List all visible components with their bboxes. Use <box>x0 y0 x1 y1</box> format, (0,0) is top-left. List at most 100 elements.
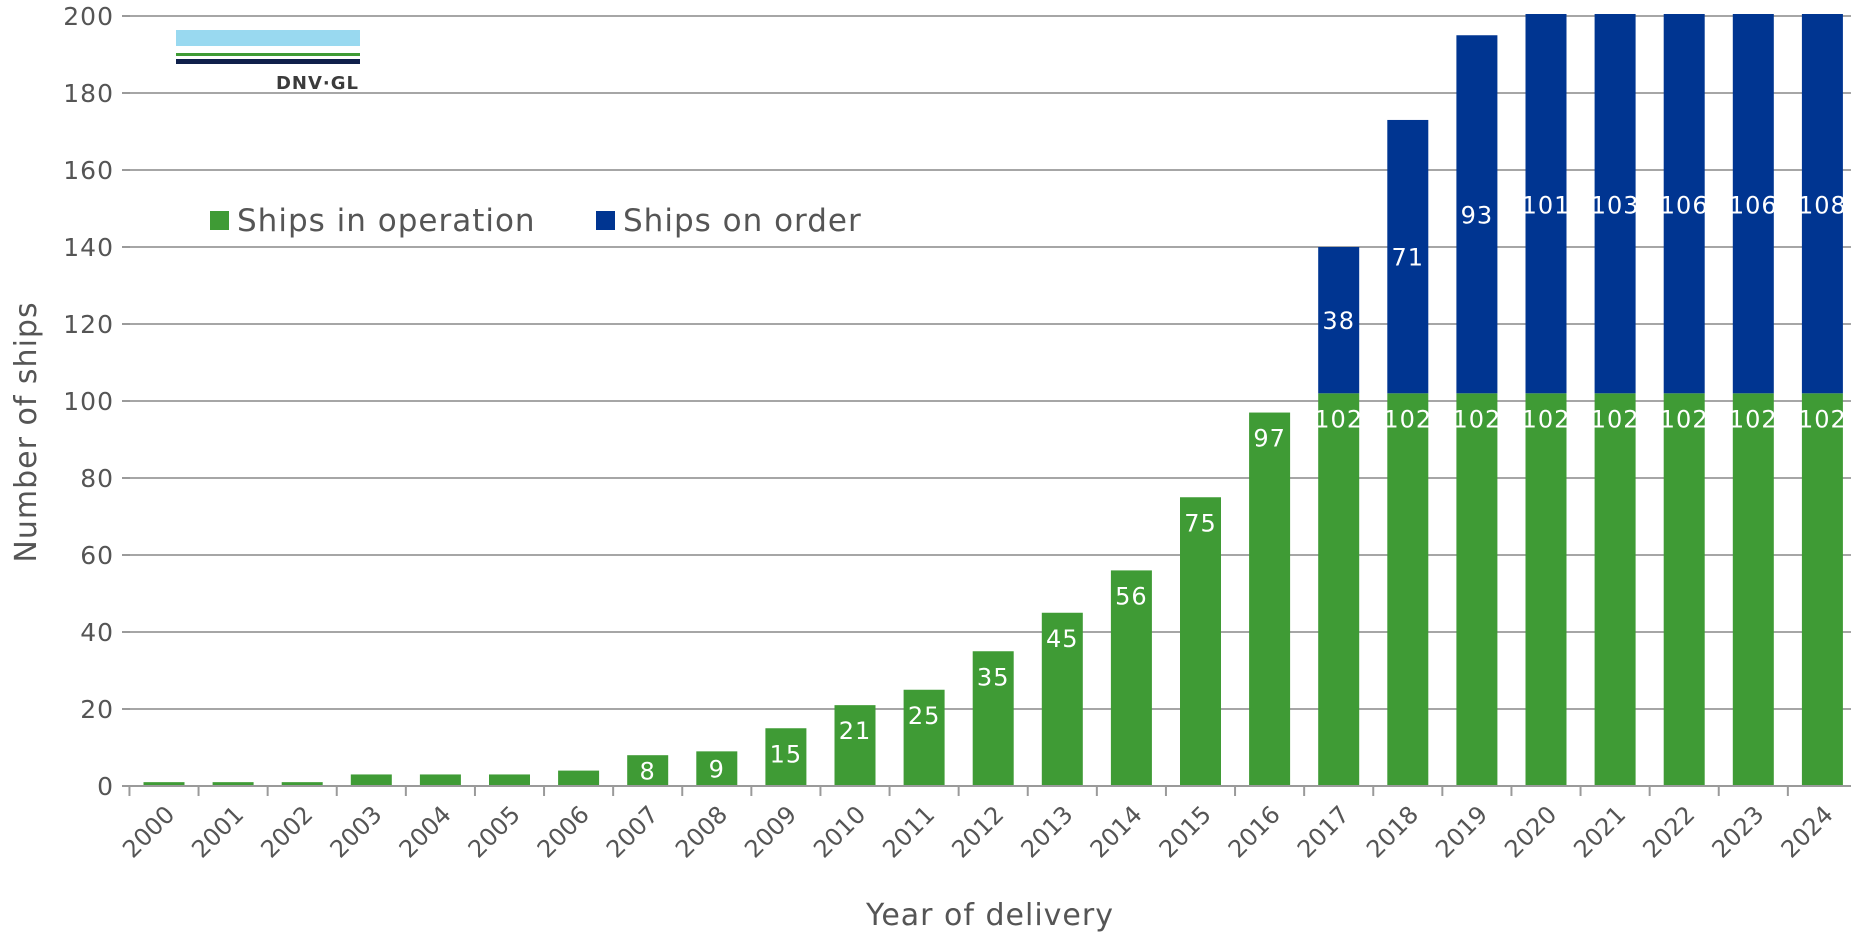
x-tick-label: 2011 <box>877 800 940 863</box>
x-tick-label: 2000 <box>117 800 180 863</box>
logo-stripe-light <box>176 30 360 46</box>
x-tick-label: 2007 <box>601 800 664 863</box>
legend-swatch-operation <box>210 211 229 230</box>
bar-label: 102 <box>1522 405 1571 433</box>
bar-operation-2022 <box>1663 393 1705 786</box>
bar-operation-2018 <box>1387 393 1429 786</box>
x-tick-label: 2022 <box>1637 800 1700 863</box>
bar-label: 102 <box>1314 405 1363 433</box>
bar-label: 102 <box>1452 405 1501 433</box>
y-tick-label: 60 <box>80 541 114 570</box>
bar-operation-2017 <box>1318 393 1360 786</box>
bar-operation-2006 <box>558 770 600 786</box>
legend-label-operation: Ships in operation <box>237 203 536 239</box>
x-tick-label: 2003 <box>325 800 388 863</box>
bar-order-2024 <box>1801 14 1843 394</box>
bar-label: 102 <box>1798 405 1847 433</box>
bar-operation-2009 <box>765 728 807 786</box>
dnv-gl-logo: DNV·GL <box>176 30 360 94</box>
x-tick-label: 2017 <box>1292 800 1355 863</box>
bar-label: 103 <box>1591 192 1640 220</box>
bar-order-2023 <box>1732 14 1774 394</box>
y-tick-label: 100 <box>63 387 114 416</box>
logo-text: DNV·GL <box>276 73 359 94</box>
bar-order-2022 <box>1663 14 1705 394</box>
bar-order-2019 <box>1456 35 1498 394</box>
bar-label: 106 <box>1660 192 1709 220</box>
bar-operation-2020 <box>1525 393 1567 786</box>
x-tick-label: 2012 <box>946 800 1009 863</box>
x-tick-label: 2010 <box>808 800 871 863</box>
y-tick-label: 40 <box>80 618 114 647</box>
bars: 8 9 15 21 25 35 45 56 75 97 102 38 102 71 102 93 102 101 1… <box>143 14 1847 786</box>
legend: Ships in operation Ships on order <box>210 203 862 239</box>
x-tick-label: 2002 <box>255 800 318 863</box>
x-tick-label: 2024 <box>1776 800 1839 863</box>
x-tick-label: 2001 <box>186 800 249 863</box>
bar-order-2021 <box>1594 14 1636 394</box>
bar-operation-2019 <box>1456 393 1498 786</box>
y-tick-label: 180 <box>63 79 114 108</box>
bar-operation-2002 <box>281 782 323 786</box>
bar-label: 25 <box>908 702 941 730</box>
x-tick-label: 2018 <box>1361 800 1424 863</box>
bar-label: 93 <box>1461 201 1494 229</box>
bar-label: 71 <box>1392 244 1425 272</box>
x-tick-label: 2006 <box>532 800 595 863</box>
logo-stripe-dark <box>176 59 360 64</box>
bar-operation-2013 <box>1041 612 1083 786</box>
bar-operation-2023 <box>1732 393 1774 786</box>
y-axis-ticks: 0 20 40 60 80 100 120 140 160 180 200 <box>63 2 130 801</box>
logo-stripe-green <box>176 53 360 56</box>
bar-label: 15 <box>770 740 803 768</box>
bar-order-2017 <box>1318 247 1360 394</box>
bar-label: 97 <box>1253 425 1286 453</box>
x-axis-ticks: 2000 2001 2002 2003 2004 2005 2006 2007 2008 2009… <box>117 786 1839 863</box>
x-axis-title: Year of delivery <box>865 898 1114 933</box>
x-tick-label: 2004 <box>394 800 457 863</box>
y-tick-label: 200 <box>63 2 114 31</box>
bar-operation-2014 <box>1110 570 1152 786</box>
bar-operation-2001 <box>212 782 254 786</box>
bar-operation-2024 <box>1801 393 1843 786</box>
bar-label: 8 <box>640 758 656 786</box>
y-tick-label: 160 <box>63 156 114 185</box>
y-tick-label: 140 <box>63 233 114 262</box>
bar-order-2020 <box>1525 14 1567 394</box>
bar-label: 21 <box>839 717 872 745</box>
bar-operation-2004 <box>419 774 461 786</box>
y-tick-label: 0 <box>97 772 114 801</box>
bar-operation-2005 <box>489 774 530 786</box>
bar-label: 102 <box>1591 405 1640 433</box>
x-tick-label: 2014 <box>1085 800 1148 863</box>
bar-label: 102 <box>1660 405 1709 433</box>
x-tick-label: 2021 <box>1568 800 1631 863</box>
bar-operation-2007 <box>627 755 669 786</box>
bar-label: 38 <box>1322 307 1355 335</box>
x-tick-label: 2005 <box>463 800 526 863</box>
bar-operation-2000 <box>143 782 185 786</box>
x-tick-label: 2019 <box>1430 800 1493 863</box>
y-tick-label: 120 <box>63 310 114 339</box>
legend-swatch-order <box>596 211 615 230</box>
legend-label-order: Ships on order <box>623 203 862 239</box>
grid-lines <box>130 15 1851 710</box>
bar-operation-2012 <box>972 651 1014 786</box>
x-tick-label: 2016 <box>1223 800 1286 863</box>
bar-order-2018 <box>1387 119 1429 394</box>
bar-label: 102 <box>1383 405 1432 433</box>
x-tick-label: 2015 <box>1154 800 1217 863</box>
bar-label: 75 <box>1184 509 1217 537</box>
bar-label: 106 <box>1729 192 1778 220</box>
bar-label: 9 <box>709 756 725 784</box>
bar-label: 102 <box>1729 405 1778 433</box>
bar-operation-2003 <box>350 774 392 786</box>
y-axis-title: Number of ships <box>9 301 44 562</box>
x-tick-label: 2008 <box>670 800 733 863</box>
bar-label: 45 <box>1046 625 1079 653</box>
y-tick-label: 20 <box>80 695 114 724</box>
bar-operation-2016 <box>1249 412 1291 786</box>
bar-label: 56 <box>1115 582 1148 610</box>
x-tick-label: 2013 <box>1016 800 1079 863</box>
